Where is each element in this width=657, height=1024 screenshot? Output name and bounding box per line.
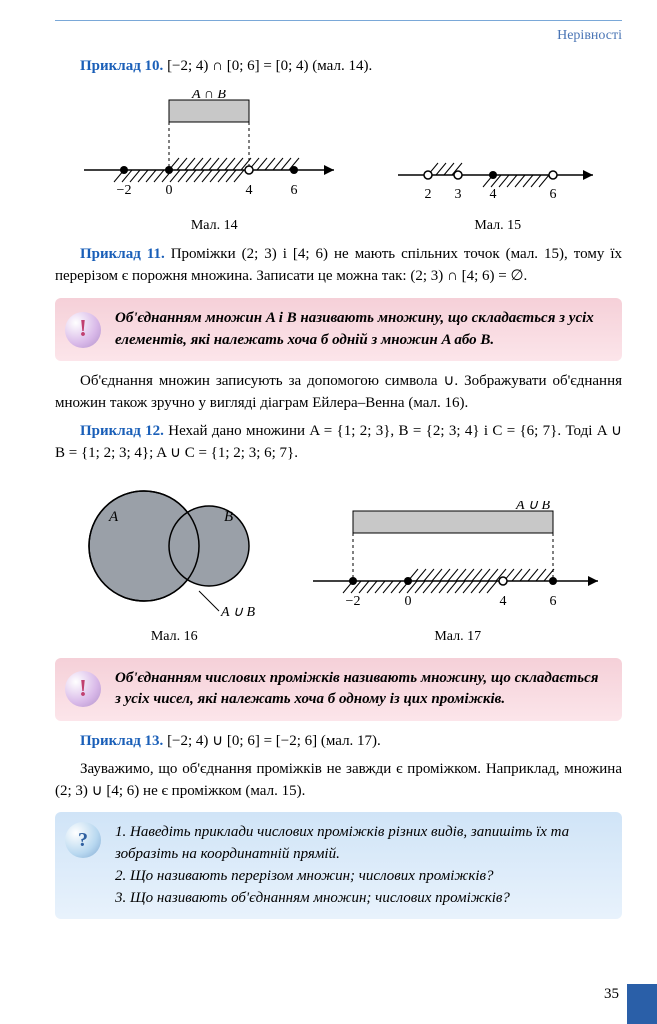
- svg-text:2: 2: [424, 187, 431, 202]
- example-12: Приклад 12. Нехай дано множини A = {1; 2…: [55, 421, 622, 465]
- page-section-title: Нерівності: [55, 26, 622, 46]
- figure-16-caption: Мал. 16: [69, 627, 279, 647]
- questions-block: ? 1. Наведіть приклади числових проміжкі…: [55, 812, 622, 919]
- question-1: 1. Наведіть приклади числових проміжків …: [115, 822, 608, 866]
- svg-text:6: 6: [549, 187, 556, 202]
- svg-text:A: A: [108, 509, 119, 525]
- page-number: 35: [604, 984, 619, 1006]
- question-icon: ?: [65, 822, 101, 858]
- example-12-label: Приклад 12.: [80, 423, 164, 439]
- figure-16-svg: A B A ∪ B: [69, 476, 279, 621]
- svg-text:A ∩ B: A ∩ B: [191, 90, 226, 102]
- figure-17: A ∪ B: [308, 501, 608, 647]
- exclamation-icon: !: [65, 671, 101, 707]
- svg-text:A ∪ B: A ∪ B: [220, 605, 256, 620]
- header-rule: [55, 20, 622, 21]
- svg-text:0: 0: [404, 594, 411, 609]
- figure-14: A ∩ B: [74, 90, 354, 236]
- figure-17-svg: A ∪ B: [308, 501, 608, 621]
- example-13-label: Приклад 13.: [80, 733, 163, 749]
- svg-text:−2: −2: [345, 594, 360, 609]
- union-intro-text: Об'єднання множин записують за допомогою…: [55, 371, 622, 415]
- svg-text:4: 4: [499, 594, 506, 609]
- question-2: 2. Що називають перерізом множин; числов…: [115, 866, 608, 888]
- definition-union-intervals-text: Об'єднанням числових проміжків називають…: [115, 670, 599, 708]
- example-10-label: Приклад 10.: [80, 58, 163, 74]
- svg-text:6: 6: [291, 183, 298, 198]
- figure-15-caption: Мал. 15: [393, 216, 603, 236]
- example-13: Приклад 13. [−2; 4) ∪ [0; 6] = [−2; 6] (…: [55, 731, 622, 753]
- svg-text:−2: −2: [117, 183, 132, 198]
- figure-14-caption: Мал. 14: [74, 216, 354, 236]
- svg-text:3: 3: [454, 187, 461, 202]
- example-10-text: [−2; 4) ∩ [0; 6] = [0; 4) (мал. 14).: [167, 58, 372, 74]
- example-11: Приклад 11. Проміжки (2; 3) і [4; 6) не …: [55, 244, 622, 288]
- example-13-text: [−2; 4) ∪ [0; 6] = [−2; 6] (мал. 17).: [167, 733, 381, 749]
- svg-text:6: 6: [549, 594, 556, 609]
- svg-text:4: 4: [246, 183, 253, 198]
- figure-15: 2 3 4 6 Мал. 15: [393, 140, 603, 236]
- question-3: 3. Що називають об'єднанням множин; числ…: [115, 888, 608, 910]
- definition-union-intervals: ! Об'єднанням числових проміжків називаю…: [55, 658, 622, 722]
- figure-15-svg: 2 3 4 6: [393, 140, 603, 210]
- definition-union-sets: ! Об'єднанням множин A і B називають мно…: [55, 298, 622, 362]
- corner-tab: [627, 984, 657, 1024]
- svg-text:0: 0: [166, 183, 173, 198]
- example-10: Приклад 10. [−2; 4) ∩ [0; 6] = [0; 4) (м…: [55, 56, 622, 78]
- figure-row-14-15: A ∩ B: [55, 90, 622, 236]
- note-paragraph: Зауважимо, що об'єднання проміжків не за…: [55, 759, 622, 803]
- figure-14-svg: A ∩ B: [74, 90, 354, 210]
- svg-text:B: B: [224, 509, 233, 525]
- figure-16: A B A ∪ B Мал. 16: [69, 476, 279, 647]
- svg-text:A ∪ B: A ∪ B: [515, 501, 551, 513]
- figure-17-caption: Мал. 17: [308, 627, 608, 647]
- figure-row-16-17: A B A ∪ B Мал. 16 A ∪ B: [55, 476, 622, 647]
- svg-text:4: 4: [489, 187, 496, 202]
- exclamation-icon: !: [65, 312, 101, 348]
- example-11-label: Приклад 11.: [80, 246, 165, 262]
- definition-union-sets-text: Об'єднанням множин A і B називають множи…: [115, 310, 594, 348]
